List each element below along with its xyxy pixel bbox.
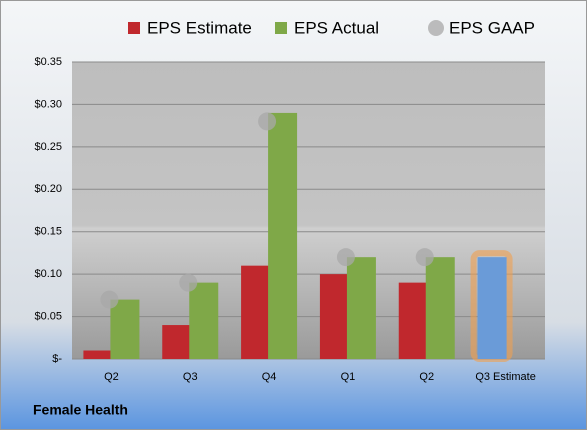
bar [189,282,219,359]
bar [268,112,298,360]
gaap-marker [336,248,355,267]
gaap-marker [179,273,198,292]
bar [425,257,455,359]
y-tick-label: $- [52,353,62,365]
bar [110,299,140,359]
legend-marker [275,22,287,34]
bar [398,282,428,359]
y-tick-label: $0.05 [34,310,62,322]
y-tick-label: $0.20 [34,183,62,195]
x-tick-label: Q2 [104,371,119,383]
y-tick-label: $0.30 [34,98,62,110]
chart-title: Female Health [33,402,128,418]
gaap-marker [415,248,434,267]
x-tick-label: Q3 [183,371,198,383]
legend-label: EPS Actual [294,18,379,37]
y-tick-label: $0.35 [34,56,62,68]
x-tick-label: Q1 [341,371,356,383]
gaap-marker [258,112,277,131]
bar [162,325,192,359]
bar [346,257,376,359]
x-tick-label: Q2 [419,371,434,383]
y-tick-label: $0.25 [34,141,62,153]
x-tick-label: Q3 Estimate [475,371,536,383]
bar [241,265,271,359]
bar [319,274,349,359]
legend-marker [428,20,444,36]
y-tick-label: $0.15 [34,226,62,238]
bar [83,350,113,359]
legend-label: EPS Estimate [147,18,252,37]
gaap-marker [100,290,119,309]
legend-label: EPS GAAP [449,18,535,37]
legend-marker [128,22,140,34]
y-tick-label: $0.10 [34,268,62,280]
x-tick-label: Q4 [262,371,277,383]
bar [477,257,507,359]
plot-area [72,62,545,359]
